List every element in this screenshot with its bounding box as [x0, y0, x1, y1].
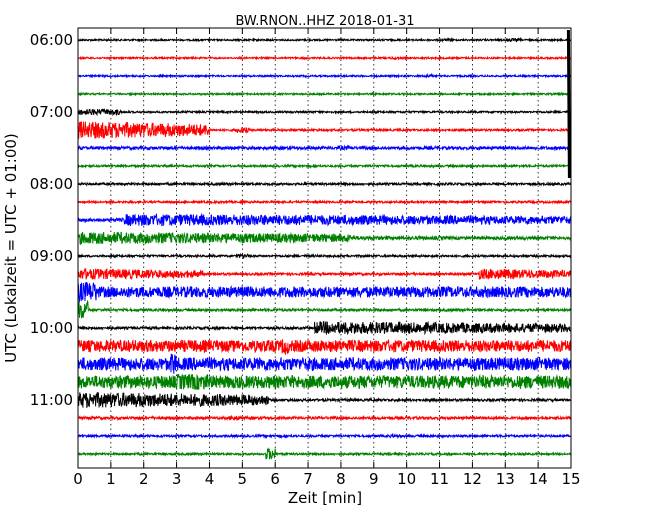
x-axis-label: Zeit [min] [288, 489, 362, 507]
trace-1015 [77, 338, 572, 356]
trace-0900 [77, 252, 572, 260]
x-tick-label: 8 [336, 470, 346, 488]
trace-0930 [77, 281, 572, 302]
trace-1115 [77, 414, 572, 422]
y-tick-label: 08:00 [30, 175, 73, 193]
x-tick-label: 1 [106, 470, 116, 488]
x-tick-label: 6 [270, 470, 280, 488]
plot-frame [77, 27, 572, 469]
x-tick-label: 4 [205, 470, 215, 488]
y-tick-label: 10:00 [30, 319, 73, 337]
trace-1100 [77, 392, 572, 409]
trace-0700 [77, 108, 572, 117]
x-tick-label: 15 [561, 470, 580, 488]
trace-0630 [77, 72, 572, 79]
trace-0745 [77, 163, 572, 169]
y-tick-label: 09:00 [30, 247, 73, 265]
x-tick-label: 5 [238, 470, 248, 488]
trace-1045 [77, 373, 572, 390]
seismogram-traces [77, 29, 572, 460]
y-axis-ticks: 06:00 07:00 08:00 09:00 10:00 11:00 [30, 31, 571, 409]
trace-0845 [77, 231, 572, 246]
y-axis-label: UTC (Lokalzeit = UTC + 01:00) [2, 133, 20, 363]
x-tick-label: 12 [463, 470, 482, 488]
trace-0600 [77, 36, 571, 43]
y-tick-label: 06:00 [30, 31, 73, 49]
x-tick-label: 11 [430, 470, 449, 488]
trace-1130 [77, 432, 572, 440]
x-tick-label: 0 [73, 470, 83, 488]
x-tick-label: 9 [369, 470, 379, 488]
trace-0645 [77, 91, 572, 97]
trace-0800 [77, 181, 572, 187]
trace-0615 [77, 55, 572, 61]
x-tick-label: 7 [303, 470, 313, 488]
x-tick-label: 3 [172, 470, 182, 488]
trace-0830 [77, 212, 572, 227]
x-tick-label: 13 [496, 470, 515, 488]
trace-0730 [77, 144, 572, 152]
x-axis-ticks: 0 1 2 3 4 5 6 7 8 9 10 11 12 13 14 15 [73, 28, 581, 488]
edge-spike [566, 29, 571, 179]
trace-0815 [77, 199, 572, 205]
vertical-grid [110, 28, 539, 468]
x-tick-label: 14 [529, 470, 548, 488]
x-tick-label: 2 [139, 470, 149, 488]
trace-0715 [77, 121, 572, 140]
y-tick-label: 07:00 [30, 103, 73, 121]
trace-1000 [77, 320, 572, 336]
trace-1145 [77, 447, 572, 460]
x-tick-label: 10 [397, 470, 416, 488]
trace-0945 [77, 299, 572, 319]
y-tick-label: 11:00 [30, 391, 73, 409]
chart-title: BW.RNON..HHZ 2018-01-31 [235, 14, 414, 29]
trace-0915 [77, 267, 572, 281]
trace-1030 [77, 353, 572, 374]
